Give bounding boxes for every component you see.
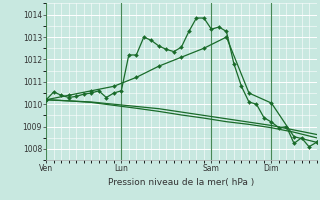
X-axis label: Pression niveau de la mer( hPa ): Pression niveau de la mer( hPa ) (108, 178, 254, 187)
